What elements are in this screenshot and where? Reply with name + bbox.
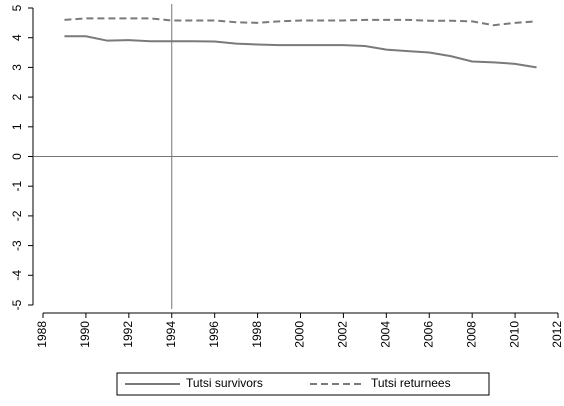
x-tick-label: 1990 [78, 321, 92, 348]
y-tick-label: 1 [10, 123, 24, 130]
y-tick-label: 5 [10, 4, 24, 11]
series-line [64, 35, 537, 69]
x-tick-label: 2012 [550, 321, 564, 348]
x-tick-label: 2004 [379, 321, 393, 348]
x-tick-label: 1992 [121, 321, 135, 348]
x-tick-label: 1996 [207, 321, 221, 348]
x-tick-label: 1998 [250, 321, 264, 348]
x-tick-label: 2008 [464, 321, 478, 348]
x-tick-label: 1988 [35, 321, 49, 348]
x-tick-label: 2006 [421, 321, 435, 348]
y-tick-label: -5 [10, 299, 24, 310]
series-line [64, 17, 537, 27]
x-tick-label: 2002 [336, 321, 350, 348]
legend-label: Tutsi survivors [186, 376, 263, 390]
y-tick-label: 3 [10, 64, 24, 71]
legend [116, 372, 490, 396]
x-tick-label: 2010 [507, 321, 521, 348]
y-tick-label: -4 [10, 270, 24, 281]
legend-label: Tutsi returnees [371, 376, 451, 390]
x-tick-label: 1994 [164, 321, 178, 348]
y-tick-label: -1 [10, 181, 24, 192]
y-tick-label: -3 [10, 240, 24, 251]
y-tick-label: 4 [10, 34, 24, 41]
x-tick-label: 2000 [293, 321, 307, 348]
y-tick-label: 0 [10, 153, 24, 160]
y-tick-label: -2 [10, 210, 24, 221]
y-tick-label: 2 [10, 93, 24, 100]
